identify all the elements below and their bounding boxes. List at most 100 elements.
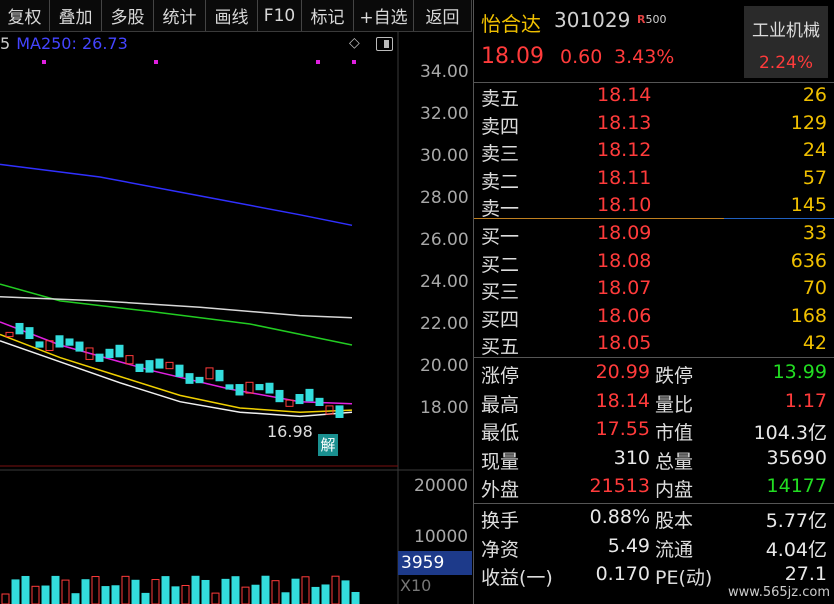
- stat-label: 收益(一): [481, 567, 553, 589]
- volume-bar[interactable]: [341, 580, 350, 604]
- candle[interactable]: [85, 347, 94, 360]
- candle[interactable]: [45, 340, 54, 351]
- toolbar-button-2[interactable]: 多股: [102, 0, 154, 31]
- volume-bar[interactable]: [151, 579, 160, 604]
- volume-bar[interactable]: [31, 585, 40, 604]
- event-marker[interactable]: [42, 60, 46, 64]
- volume-bar[interactable]: [41, 585, 50, 604]
- toolbar-button-1[interactable]: 叠加: [50, 0, 102, 31]
- candle[interactable]: [275, 389, 284, 403]
- volume-bar[interactable]: [111, 585, 120, 604]
- candle[interactable]: [325, 405, 334, 415]
- candle[interactable]: [285, 399, 294, 407]
- unlock-marker[interactable]: 解: [318, 434, 338, 456]
- candle[interactable]: [125, 355, 134, 365]
- volume-bar[interactable]: [291, 578, 300, 604]
- volume-bar[interactable]: [61, 579, 70, 604]
- event-marker[interactable]: [154, 60, 158, 64]
- volume-bar[interactable]: [271, 580, 280, 604]
- kline-chart[interactable]: [0, 32, 472, 604]
- event-marker[interactable]: [352, 60, 356, 64]
- candle[interactable]: [135, 363, 144, 373]
- candle[interactable]: [315, 397, 324, 407]
- toolbar-button-4[interactable]: 画线: [206, 0, 258, 31]
- candle[interactable]: [165, 361, 174, 370]
- volume-bar[interactable]: [121, 575, 130, 604]
- event-marker[interactable]: [316, 60, 320, 64]
- volume-bar[interactable]: [211, 592, 220, 604]
- toolbar-button-6[interactable]: 标记: [302, 0, 354, 31]
- candle[interactable]: [115, 344, 124, 358]
- volume-bar[interactable]: [191, 575, 200, 604]
- volume-bar[interactable]: [101, 586, 110, 604]
- candle[interactable]: [35, 341, 44, 348]
- candle[interactable]: [15, 322, 24, 335]
- order-book-row[interactable]: 卖一 18.10 145: [474, 194, 834, 222]
- candle[interactable]: [295, 394, 304, 405]
- toolbar-button-8[interactable]: 返回: [414, 0, 472, 31]
- volume-bar[interactable]: [321, 584, 330, 604]
- volume-bar[interactable]: [331, 575, 340, 604]
- industry-box[interactable]: 工业机械 2.24%: [744, 6, 828, 78]
- candle[interactable]: [55, 335, 64, 348]
- candle[interactable]: [145, 360, 154, 373]
- window-toggle-icon[interactable]: [376, 37, 393, 51]
- order-book-row[interactable]: 买四 18.06 168: [474, 305, 834, 333]
- volume-bar[interactable]: [231, 576, 240, 604]
- volume-bar[interactable]: [141, 592, 150, 604]
- volume-bar[interactable]: [1, 593, 10, 604]
- toolbar-button-5[interactable]: F10: [258, 0, 302, 31]
- candle[interactable]: [265, 382, 274, 394]
- volume-bar[interactable]: [351, 591, 360, 604]
- order-book-row[interactable]: 买一 18.09 33: [474, 222, 834, 250]
- volume-bar[interactable]: [161, 576, 170, 604]
- order-book-row[interactable]: 买三 18.07 70: [474, 277, 834, 305]
- order-book-row[interactable]: 买二 18.08 636: [474, 250, 834, 278]
- candle[interactable]: [175, 364, 184, 377]
- volume-bar[interactable]: [301, 576, 310, 604]
- volume-bar[interactable]: [311, 586, 320, 604]
- volume-bar[interactable]: [11, 579, 20, 604]
- candle[interactable]: [205, 367, 214, 380]
- candle[interactable]: [155, 358, 164, 369]
- candle[interactable]: [245, 381, 254, 394]
- diamond-icon[interactable]: ◇: [349, 35, 360, 51]
- volume-bar[interactable]: [171, 586, 180, 604]
- order-book-row[interactable]: 买五 18.05 42: [474, 332, 834, 360]
- volume-bar[interactable]: [131, 579, 140, 604]
- volume-bar[interactable]: [71, 593, 80, 604]
- candle[interactable]: [75, 341, 84, 352]
- candle[interactable]: [65, 338, 74, 346]
- candle[interactable]: [225, 384, 234, 390]
- candle[interactable]: [335, 405, 344, 418]
- candle[interactable]: [195, 376, 204, 384]
- volume-bar[interactable]: [261, 575, 270, 604]
- volume-bar[interactable]: [251, 584, 260, 604]
- candle[interactable]: [5, 331, 14, 338]
- order-book-row[interactable]: 卖三 18.12 24: [474, 139, 834, 167]
- order-book-row[interactable]: 卖四 18.13 129: [474, 112, 834, 140]
- toolbar-button-0[interactable]: 复权: [0, 0, 50, 31]
- candle[interactable]: [25, 327, 34, 340]
- toolbar-button-3[interactable]: 统计: [154, 0, 206, 31]
- volume-bar[interactable]: [221, 578, 230, 604]
- candle[interactable]: [105, 348, 114, 358]
- candle[interactable]: [95, 353, 104, 362]
- order-book-row[interactable]: 卖五 18.14 26: [474, 84, 834, 112]
- volume-bar[interactable]: [201, 579, 210, 604]
- volume-bar[interactable]: [241, 586, 250, 604]
- volume-bar[interactable]: [181, 584, 190, 604]
- candle[interactable]: [305, 388, 314, 402]
- candle[interactable]: [215, 369, 224, 382]
- candle[interactable]: [255, 384, 264, 391]
- candle[interactable]: [235, 384, 244, 396]
- order-book-row[interactable]: 卖二 18.11 57: [474, 167, 834, 195]
- volume-bar[interactable]: [281, 592, 290, 604]
- volume-bar[interactable]: [91, 576, 100, 604]
- candle[interactable]: [185, 373, 194, 384]
- toolbar-button-7[interactable]: +自选: [354, 0, 414, 31]
- level-price: 18.07: [597, 277, 652, 299]
- volume-bar[interactable]: [21, 575, 30, 604]
- volume-bar[interactable]: [81, 579, 90, 604]
- volume-bar[interactable]: [51, 575, 60, 604]
